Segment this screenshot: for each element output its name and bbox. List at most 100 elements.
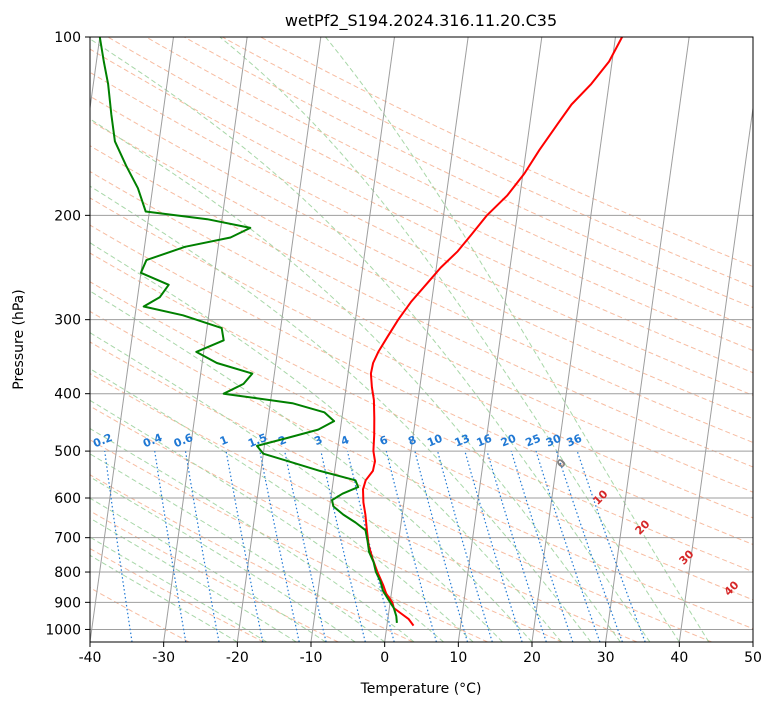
chart-title: wetPf2_S194.2024.316.11.20.C35 [285, 11, 557, 31]
dry-adiabat-line [145, 37, 753, 330]
mixing-ratio-line [104, 451, 133, 642]
dry-adiabat-line [90, 170, 753, 493]
mixing-ratio-line [510, 450, 574, 642]
dry-adiabat-line [90, 310, 753, 630]
moist-adiabat-line [90, 332, 503, 642]
dry-adiabat-line [90, 510, 339, 642]
y-tick-label: 600 [54, 491, 81, 507]
mixing-ratio-label: 3 [312, 433, 324, 448]
mixing-ratio-label: 13 [453, 432, 472, 450]
dry-adiabat-line [90, 474, 414, 642]
moist-adiabat-line [90, 554, 238, 642]
isotherm-line [310, 37, 395, 642]
mixing-ratio-line [464, 450, 523, 642]
isotherm-line [605, 37, 690, 642]
mixing-ratio-line [414, 450, 469, 642]
x-tick-label: 0 [380, 650, 389, 666]
x-axis: -40 -30 -20 -10 0 10 20 30 40 50 [79, 642, 762, 666]
mixing-ratio-label: 10 [425, 432, 444, 450]
mixing-ratio-label: 2 [276, 433, 288, 448]
mixing-ratio-line [154, 451, 187, 642]
mixing-ratio-line [535, 450, 601, 642]
y-tick-label: 1000 [45, 622, 81, 638]
isobars [90, 37, 753, 630]
moist-adiabat-line [90, 476, 356, 642]
dry-adiabat-line [90, 252, 753, 573]
mixing-ratio-label: 36 [565, 432, 584, 450]
moist-adiabat-line [90, 118, 621, 642]
dry-adiabat-line [90, 145, 753, 468]
mixing-ratio-line [320, 450, 366, 642]
moist-adiabat-line [325, 37, 710, 642]
isotherm-line [457, 37, 543, 642]
x-axis-label: Temperature (°C) [360, 681, 482, 697]
mixing-ratio-line [486, 450, 547, 642]
x-tick-label: -30 [152, 650, 175, 666]
x-tick-label: 30 [597, 650, 615, 666]
dry-adiabat-line [90, 120, 753, 444]
plot-area: 0.10.20.40.611.52346810131620253036-100-… [90, 37, 753, 642]
isotherm-line [90, 37, 174, 642]
isotherm-line [163, 37, 248, 642]
mixing-ratio-label: 30 [544, 432, 563, 450]
mixing-ratio-label: 25 [524, 432, 543, 450]
dry-adiabat-line [90, 405, 563, 642]
y-axis-label: Pressure (hPa) [11, 289, 27, 389]
x-tick-label: -40 [79, 650, 102, 666]
mixing-ratio-line [576, 450, 646, 642]
isotherm-line [678, 104, 753, 642]
isotherm-line [531, 37, 616, 642]
y-axis: 1000 900 800 700 600 500 400 300 200 100 [45, 30, 90, 638]
dry-adiabat-line [90, 71, 753, 396]
x-tick-label: -10 [300, 650, 323, 666]
plot-frame [89, 36, 754, 643]
moist-adiabat-line [90, 517, 297, 642]
dry-adiabat-line [90, 48, 753, 374]
y-tick-label: 800 [54, 565, 81, 581]
x-tick-label: -20 [226, 650, 249, 666]
mixing-ratio-label: 8 [406, 433, 418, 448]
mixing-ratio-line [284, 450, 327, 642]
temperature-line [362, 37, 623, 627]
dry-adiabat-line [107, 37, 753, 352]
isotherm-line [384, 37, 469, 642]
mixing-ratio-label: 20 [499, 432, 518, 450]
dry-adiabat-line [90, 224, 753, 546]
dry-adiabat-line [90, 439, 488, 642]
mixing-ratio-lines [104, 450, 646, 642]
dewpoint-line [98, 37, 398, 623]
mixing-ratio-line [346, 450, 395, 642]
mixing-ratio-line [555, 450, 623, 642]
series-lines [98, 37, 623, 627]
moist-adiabat-line [90, 427, 415, 642]
moist-adiabat-line [90, 38, 651, 642]
isotherms [90, 37, 753, 642]
dry-adiabat-line [90, 95, 753, 420]
dry-adiabats [90, 37, 753, 642]
x-tick-label: 10 [449, 650, 467, 666]
mixing-ratio-line [184, 450, 220, 642]
moist-adiabat-line [219, 37, 680, 642]
mixing-ratio-line [437, 450, 493, 642]
mixing-ratio-line [225, 450, 264, 642]
isotherm-line [236, 37, 322, 642]
x-tick-label: 20 [523, 650, 541, 666]
y-tick-label: 300 [54, 313, 81, 329]
y-tick-label: 700 [54, 531, 81, 547]
y-tick-label: 400 [54, 387, 81, 403]
moist-adiabat-line [90, 290, 533, 642]
y-tick-label: 900 [54, 595, 81, 611]
moist-adiabat-line [90, 185, 592, 642]
dry-adiabat-line [183, 37, 753, 309]
y-tick-label: 500 [54, 444, 81, 460]
x-tick-label: 40 [670, 650, 688, 666]
mixing-ratio-label: 16 [475, 432, 494, 450]
mixing-ratio-label: 1 [218, 433, 230, 448]
mixing-ratio-line [385, 450, 437, 642]
mixing-ratio-line [259, 450, 300, 642]
x-tick-label: 50 [744, 650, 762, 666]
y-tick-label: 200 [54, 208, 81, 224]
moist-adiabat-line [90, 242, 562, 642]
